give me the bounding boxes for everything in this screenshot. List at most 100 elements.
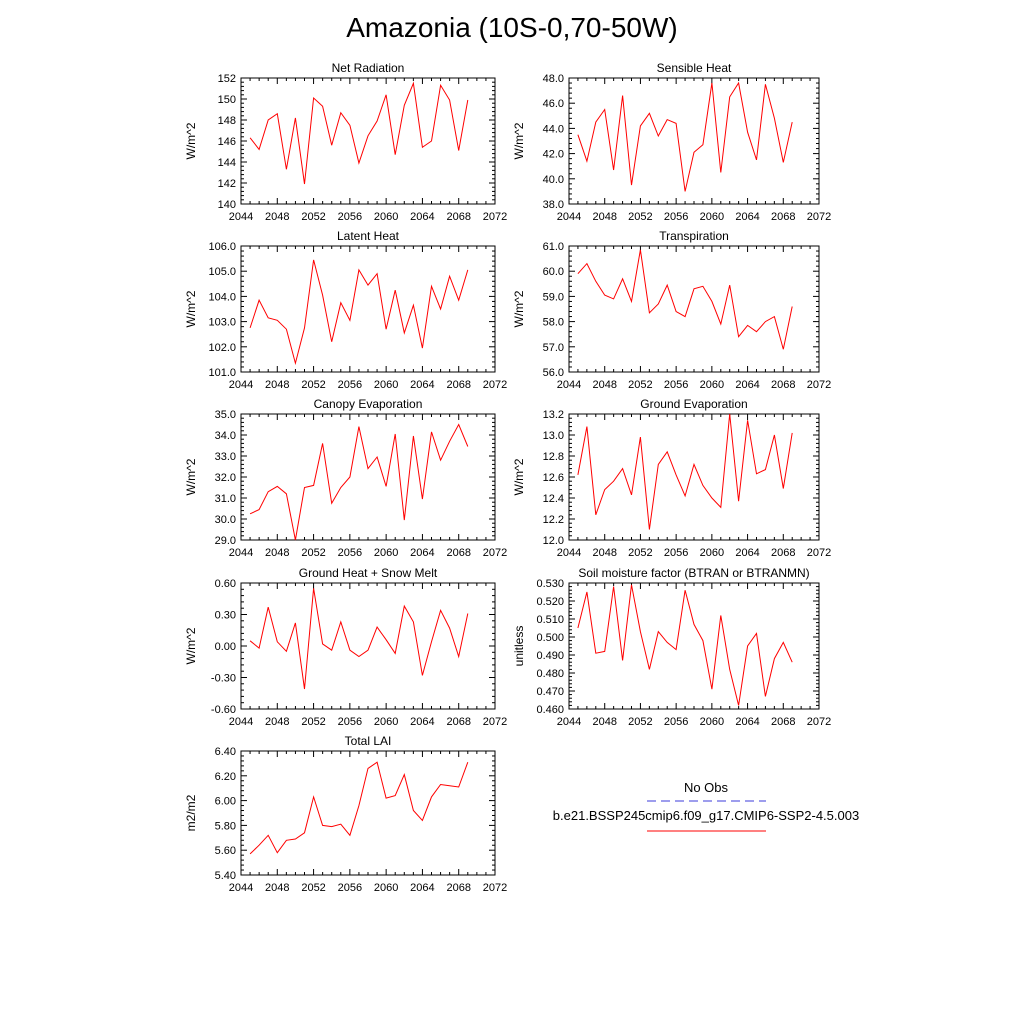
panel-2: Sensible Heat W/m^2 2044 2048 2052 2056 2060 20… [512, 61, 831, 223]
x-tick-label: 2056 [338, 379, 362, 391]
y-tick-label: 40.0 [543, 174, 564, 186]
x-tick-label: 2060 [700, 716, 724, 728]
x-tick-label: 2048 [265, 379, 289, 391]
y-tick-label: 33.0 [215, 451, 236, 463]
y-tick-label: 12.8 [543, 451, 564, 463]
panel-3: Latent Heat W/m^2 2044 2048 2052 2056 2060 2064… [184, 229, 507, 391]
y-axis-label: W/m^2 [184, 290, 198, 327]
y-tick-label: 44.0 [543, 123, 564, 135]
x-tick-label: 2044 [557, 716, 581, 728]
y-tick-label: 31.0 [215, 493, 236, 505]
x-tick-label: 2068 [771, 211, 795, 223]
x-tick-label: 2048 [265, 547, 289, 559]
x-tick-label: 2044 [229, 379, 253, 391]
panel-title: Sensible Heat [657, 61, 732, 75]
x-tick-label: 2068 [446, 882, 470, 894]
y-tick-label: 46.0 [543, 98, 564, 110]
x-tick-label: 2044 [229, 716, 253, 728]
x-tick-label: 2056 [338, 211, 362, 223]
x-tick-label: 2064 [735, 211, 759, 223]
x-tick-label: 2072 [807, 547, 831, 559]
y-tick-label: 34.0 [215, 430, 236, 442]
y-tick-label: 32.0 [215, 472, 236, 484]
x-tick-label: 2052 [301, 547, 325, 559]
series-line [249, 81, 469, 185]
series-line [249, 259, 469, 366]
plot-frame [240, 413, 496, 541]
x-tick-label: 2052 [628, 716, 652, 728]
y-tick-label: 144 [218, 157, 236, 169]
y-tick-label: 5.40 [215, 870, 236, 882]
x-tick-label: 2044 [229, 547, 253, 559]
x-tick-label: 2072 [807, 379, 831, 391]
x-tick-label: 2052 [628, 379, 652, 391]
y-tick-label: 12.2 [543, 514, 564, 526]
y-tick-label: 101.0 [208, 367, 236, 379]
panel-7: Ground Heat + Snow Melt W/m^2 2044 2048 2052… [184, 566, 507, 728]
y-tick-label: 104.0 [208, 291, 236, 303]
y-tick-label: 6.40 [215, 746, 236, 758]
panel-title: Total LAI [345, 734, 392, 748]
x-tick-label: 2048 [265, 882, 289, 894]
y-tick-label: 38.0 [543, 199, 564, 211]
panel-title: Canopy Evaporation [314, 397, 423, 411]
x-tick-label: 2068 [771, 547, 795, 559]
panel-8: Soil moisture factor (BTRAN or BTRANMN) u… [512, 566, 831, 728]
x-tick-label: 2048 [592, 379, 616, 391]
x-tick-label: 2068 [446, 547, 470, 559]
x-tick-label: 2060 [700, 379, 724, 391]
panel-1: Net Radiation W/m^2 2044 2048 2052 2056 2060 20… [184, 61, 507, 223]
x-tick-label: 2060 [374, 379, 398, 391]
series-line [249, 588, 469, 690]
x-tick-label: 2052 [628, 211, 652, 223]
plot-frame [240, 245, 496, 373]
x-tick-label: 2052 [301, 379, 325, 391]
x-tick-label: 2048 [265, 211, 289, 223]
x-tick-label: 2048 [265, 716, 289, 728]
y-tick-label: 48.0 [543, 73, 564, 85]
y-tick-label: 13.2 [543, 409, 564, 421]
panel-5: Canopy Evaporation W/m^2 2044 2048 2052 2056 2… [184, 397, 507, 559]
x-tick-label: 2060 [374, 211, 398, 223]
legend-model-label: b.e21.BSSP245cmip6.f09_g17.CMIP6-SSP2-4.… [553, 808, 859, 823]
y-tick-label: 103.0 [208, 317, 236, 329]
x-tick-label: 2056 [338, 716, 362, 728]
series-line [577, 413, 793, 530]
y-tick-label: 105.0 [208, 266, 236, 278]
y-tick-label: 0.460 [536, 704, 564, 716]
x-tick-label: 2072 [807, 716, 831, 728]
y-axis-label: W/m^2 [512, 122, 526, 159]
y-tick-label: 5.60 [215, 845, 236, 857]
panel-title: Ground Heat + Snow Melt [299, 566, 438, 580]
y-tick-label: 142 [218, 178, 236, 190]
panel-title: Latent Heat [337, 229, 400, 243]
y-axis-label: W/m^2 [512, 458, 526, 495]
y-tick-label: 6.00 [215, 796, 236, 808]
y-tick-label: 58.0 [543, 317, 564, 329]
x-tick-label: 2064 [735, 547, 759, 559]
x-tick-label: 2060 [700, 211, 724, 223]
legend: No Obs b.e21.BSSP245cmip6.f09_g17.CMIP6-… [553, 780, 859, 832]
y-tick-label: 42.0 [543, 149, 564, 161]
x-tick-label: 2056 [338, 547, 362, 559]
y-tick-label: 0.00 [215, 641, 236, 653]
x-tick-label: 2072 [483, 547, 507, 559]
y-tick-label: 12.0 [543, 535, 564, 547]
y-tick-label: -0.60 [211, 704, 236, 716]
x-tick-label: 2072 [807, 211, 831, 223]
x-tick-label: 2060 [700, 547, 724, 559]
y-axis-label: W/m^2 [184, 458, 198, 495]
y-tick-label: 29.0 [215, 535, 236, 547]
x-tick-label: 2068 [446, 211, 470, 223]
x-tick-label: 2044 [557, 379, 581, 391]
y-tick-label: 0.60 [215, 578, 236, 590]
y-tick-label: 102.0 [208, 342, 236, 354]
y-tick-label: 12.4 [543, 493, 564, 505]
legend-obs-label: No Obs [684, 780, 729, 795]
series-line [577, 249, 793, 350]
x-tick-label: 2064 [735, 716, 759, 728]
y-tick-label: 56.0 [543, 367, 564, 379]
x-tick-label: 2060 [374, 547, 398, 559]
y-tick-label: 5.80 [215, 820, 236, 832]
